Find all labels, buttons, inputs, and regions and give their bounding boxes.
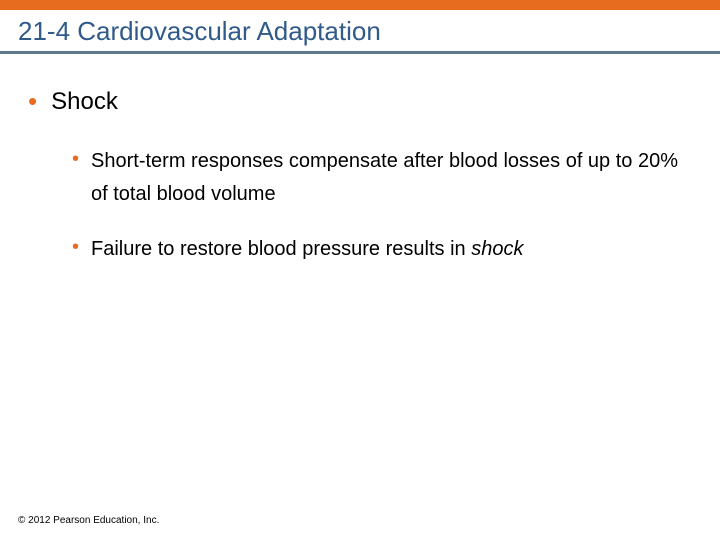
bullet-l2-text-0: Short-term responses compensate after bl… xyxy=(91,145,692,211)
bullet-l1-text: Shock xyxy=(51,86,118,117)
bullet-level1: • Shock xyxy=(28,86,692,117)
copyright-text: © 2012 Pearson Education, Inc. xyxy=(18,515,159,526)
bullet-dot-icon: • xyxy=(72,237,79,257)
bullet-dot-icon: • xyxy=(28,88,37,114)
bullet-dot-icon: • xyxy=(72,149,79,169)
bullet-l2-text-1: Failure to restore blood pressure result… xyxy=(91,233,523,266)
slide-content: • Shock • Short-term responses compensat… xyxy=(0,54,720,266)
top-accent-bar xyxy=(0,0,720,10)
bullet-level2: • Short-term responses compensate after … xyxy=(72,145,692,211)
slide-title: 21-4 Cardiovascular Adaptation xyxy=(0,10,720,51)
bullet-level2: • Failure to restore blood pressure resu… xyxy=(72,233,692,266)
